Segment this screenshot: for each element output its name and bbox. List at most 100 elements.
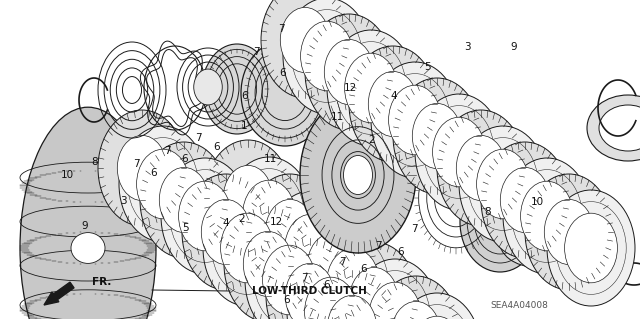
Text: FR.: FR. (92, 277, 111, 287)
Ellipse shape (159, 167, 209, 233)
Ellipse shape (544, 199, 594, 264)
Ellipse shape (261, 0, 349, 98)
Ellipse shape (179, 181, 232, 251)
Ellipse shape (246, 174, 334, 290)
Text: 6: 6 (323, 280, 330, 290)
Ellipse shape (349, 267, 399, 319)
Text: 7: 7 (339, 257, 346, 267)
Ellipse shape (564, 213, 618, 283)
Text: 4: 4 (390, 91, 397, 101)
Ellipse shape (202, 199, 251, 264)
Text: 8: 8 (484, 207, 491, 217)
Ellipse shape (223, 166, 273, 231)
Ellipse shape (351, 259, 439, 319)
Text: 7: 7 (253, 47, 259, 57)
Ellipse shape (161, 158, 249, 274)
Ellipse shape (221, 213, 273, 283)
Ellipse shape (20, 107, 156, 319)
Ellipse shape (393, 293, 481, 319)
Ellipse shape (266, 199, 315, 264)
Text: 5: 5 (182, 223, 189, 233)
Ellipse shape (262, 245, 316, 315)
Text: 6: 6 (280, 68, 286, 78)
Ellipse shape (287, 254, 375, 319)
Text: 7: 7 (376, 241, 382, 251)
Text: 7: 7 (411, 224, 417, 234)
Ellipse shape (307, 234, 356, 299)
Ellipse shape (513, 224, 557, 256)
Ellipse shape (459, 126, 547, 242)
Ellipse shape (393, 78, 481, 194)
Text: 6: 6 (283, 295, 289, 305)
Text: 7: 7 (164, 145, 171, 156)
Ellipse shape (547, 190, 635, 306)
Ellipse shape (415, 94, 503, 210)
Text: 6: 6 (241, 91, 248, 101)
Ellipse shape (203, 190, 291, 306)
Ellipse shape (372, 276, 460, 319)
Text: 1: 1 (241, 121, 248, 131)
Ellipse shape (245, 222, 333, 319)
Ellipse shape (136, 149, 189, 219)
Ellipse shape (243, 231, 292, 297)
Ellipse shape (182, 174, 270, 290)
Text: 7: 7 (278, 24, 285, 34)
Ellipse shape (267, 191, 355, 307)
Text: 12: 12 (270, 217, 283, 227)
Text: 10: 10 (61, 170, 74, 180)
Ellipse shape (224, 206, 312, 319)
Text: 8: 8 (92, 157, 98, 167)
Text: 9: 9 (511, 42, 517, 52)
Text: 7: 7 (301, 272, 307, 283)
Text: 12: 12 (344, 83, 357, 93)
Text: 2: 2 (239, 213, 245, 224)
Text: 3: 3 (120, 196, 127, 206)
Ellipse shape (140, 142, 228, 258)
Ellipse shape (369, 282, 421, 319)
Ellipse shape (435, 92, 477, 150)
Text: SEA4A04008: SEA4A04008 (490, 301, 548, 310)
Text: 6: 6 (397, 247, 404, 257)
Text: 2: 2 (368, 135, 374, 145)
Ellipse shape (285, 214, 337, 284)
Ellipse shape (460, 172, 540, 272)
Ellipse shape (305, 277, 357, 319)
Ellipse shape (71, 233, 105, 263)
Ellipse shape (305, 14, 393, 130)
Ellipse shape (288, 208, 376, 319)
Ellipse shape (300, 97, 416, 253)
Text: 3: 3 (464, 42, 470, 52)
Ellipse shape (119, 126, 207, 242)
Ellipse shape (309, 225, 397, 319)
Ellipse shape (204, 140, 292, 256)
Ellipse shape (98, 110, 186, 226)
Ellipse shape (437, 110, 525, 226)
Ellipse shape (368, 71, 418, 137)
Ellipse shape (225, 157, 313, 273)
Ellipse shape (326, 248, 380, 318)
Ellipse shape (344, 155, 372, 195)
Ellipse shape (599, 105, 640, 151)
Ellipse shape (456, 136, 506, 201)
Ellipse shape (411, 316, 463, 319)
Ellipse shape (477, 149, 529, 219)
Ellipse shape (194, 69, 222, 105)
Text: 6: 6 (360, 264, 367, 274)
Ellipse shape (243, 180, 296, 250)
Ellipse shape (344, 53, 397, 123)
Text: 7: 7 (195, 133, 202, 143)
Ellipse shape (327, 30, 415, 146)
Text: 7: 7 (133, 159, 140, 169)
Ellipse shape (503, 158, 591, 274)
Ellipse shape (391, 301, 441, 319)
Ellipse shape (327, 295, 377, 319)
Ellipse shape (520, 181, 573, 251)
Ellipse shape (499, 213, 571, 267)
Ellipse shape (283, 0, 371, 114)
Ellipse shape (371, 62, 459, 178)
Text: 9: 9 (82, 221, 88, 232)
Ellipse shape (500, 167, 550, 233)
Text: 11: 11 (332, 112, 344, 122)
Text: 11: 11 (264, 154, 277, 165)
Text: 6: 6 (150, 168, 157, 178)
